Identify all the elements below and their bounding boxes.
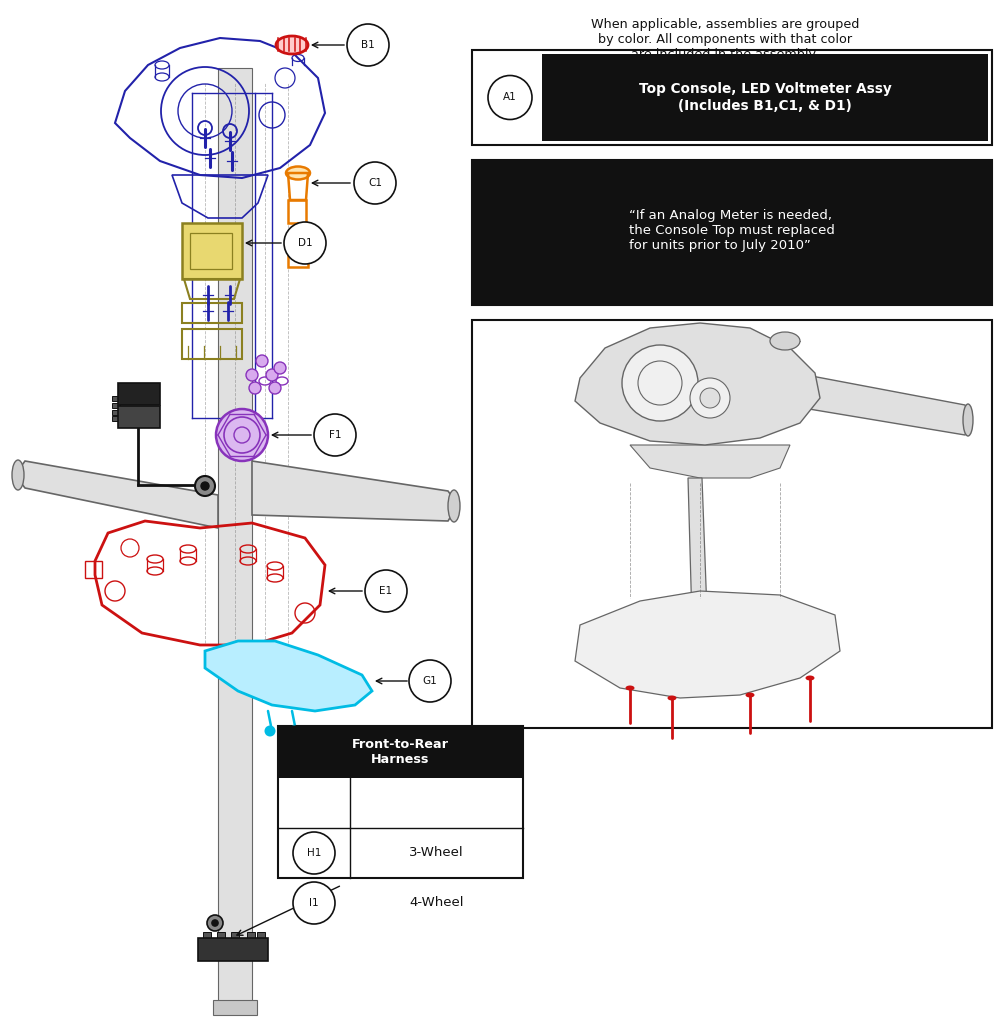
Ellipse shape [12,460,24,490]
Polygon shape [630,445,790,478]
Circle shape [256,355,268,367]
Circle shape [293,882,335,924]
Circle shape [314,414,356,456]
Polygon shape [575,323,820,445]
Circle shape [207,915,223,931]
Circle shape [195,476,215,496]
Text: When applicable, assemblies are grouped
by color. All components with that color: When applicable, assemblies are grouped … [591,18,859,61]
Text: H1: H1 [307,848,321,858]
Circle shape [488,75,532,120]
Circle shape [347,24,389,66]
Circle shape [266,369,278,381]
Circle shape [638,361,682,405]
Text: 4-Wheel: 4-Wheel [409,897,464,909]
Ellipse shape [286,166,310,180]
Text: B1: B1 [361,40,375,50]
Polygon shape [205,641,372,711]
Circle shape [622,345,698,421]
Circle shape [354,162,396,204]
Bar [112,410,120,415]
Bar [112,403,120,408]
Circle shape [690,378,730,418]
Bar [472,50,992,145]
Text: Front-to-Rear
Harness: Front-to-Rear Harness [352,738,449,766]
Polygon shape [785,371,972,435]
Bar [112,396,120,401]
Ellipse shape [746,692,755,697]
Bar [217,932,225,938]
Circle shape [212,920,218,926]
Circle shape [293,832,335,874]
Text: 3-Wheel: 3-Wheel [409,846,464,859]
Bar [118,406,160,428]
Bar [247,932,255,938]
Circle shape [284,222,326,264]
Circle shape [249,382,261,394]
Text: G1: G1 [423,676,437,686]
Ellipse shape [770,332,800,350]
Bar [231,932,239,938]
Text: E1: E1 [379,586,393,596]
Polygon shape [575,591,840,698]
Bar [190,233,232,269]
Bar [112,416,120,421]
Polygon shape [218,68,252,1005]
Ellipse shape [448,490,460,522]
Text: I1: I1 [309,898,319,908]
Text: D1: D1 [298,238,312,248]
Bar [118,383,160,405]
Polygon shape [15,461,218,528]
Polygon shape [198,938,268,961]
Bar [257,932,265,938]
Circle shape [365,570,407,612]
Bar [278,726,523,878]
Circle shape [201,482,209,490]
Bar [278,726,523,778]
Ellipse shape [668,695,676,700]
Bar [182,303,242,323]
Polygon shape [252,461,458,521]
Ellipse shape [963,404,973,436]
Text: C1: C1 [368,178,382,188]
Circle shape [288,725,300,737]
Circle shape [246,369,258,381]
Bar [182,328,242,359]
Bar [542,54,988,140]
Ellipse shape [276,36,308,54]
Circle shape [264,725,276,737]
Bar [472,160,992,305]
Ellipse shape [806,676,814,681]
Bar [472,320,992,728]
Bar [182,223,242,279]
Circle shape [409,660,451,702]
Circle shape [269,382,281,394]
Text: F1: F1 [329,430,341,440]
Circle shape [274,362,286,374]
Bar [203,932,211,938]
Bar [213,1000,257,1015]
Polygon shape [688,478,710,693]
Text: A1: A1 [503,93,517,102]
Circle shape [700,388,720,408]
Text: Top Console, LED Voltmeter Assy
(Includes B1,C1, & D1): Top Console, LED Voltmeter Assy (Include… [639,83,891,113]
Ellipse shape [216,409,268,461]
Text: “If an Analog Meter is needed,
the Console Top must replaced
for units prior to : “If an Analog Meter is needed, the Conso… [629,209,835,252]
Ellipse shape [626,686,635,690]
